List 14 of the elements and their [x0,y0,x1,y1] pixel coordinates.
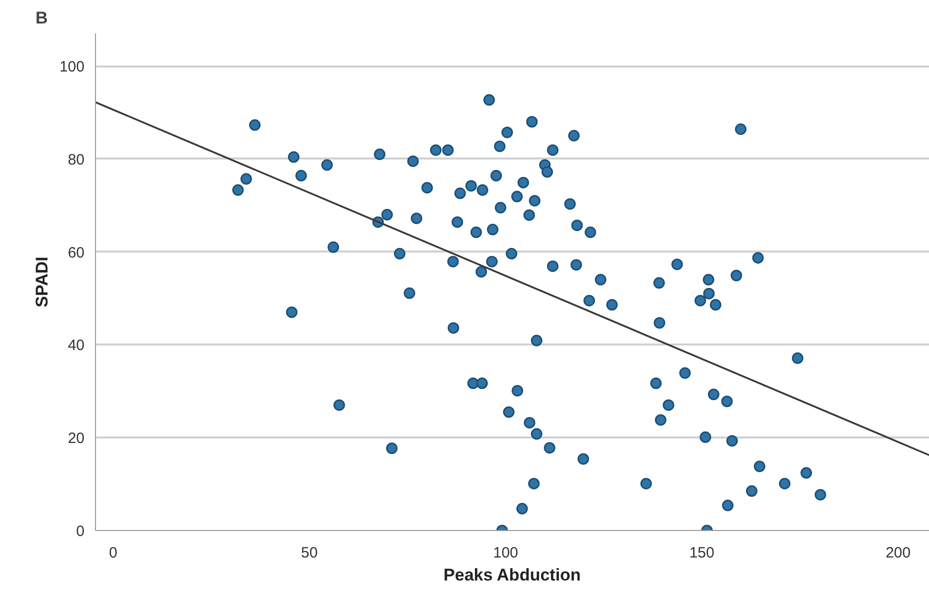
x-tick-label: 100 [493,544,518,562]
y-tick-label: 20 [68,430,85,448]
y-axis-title: SPADI [32,256,52,308]
x-tick-label: 50 [301,544,318,562]
y-tick-label: 0 [76,523,84,540]
x-axis-title: Peaks Abduction [444,566,581,584]
chart-title: B [36,8,48,28]
x-tick-label: 200 [886,544,911,562]
y-tick-label: 60 [68,244,85,262]
y-tick-label: 80 [68,151,85,168]
y-tick-label: 40 [68,337,85,354]
x-tick-label: 0 [108,544,118,562]
x-tick-label: 150 [689,544,714,562]
y-tick-label: 100 [59,58,85,76]
